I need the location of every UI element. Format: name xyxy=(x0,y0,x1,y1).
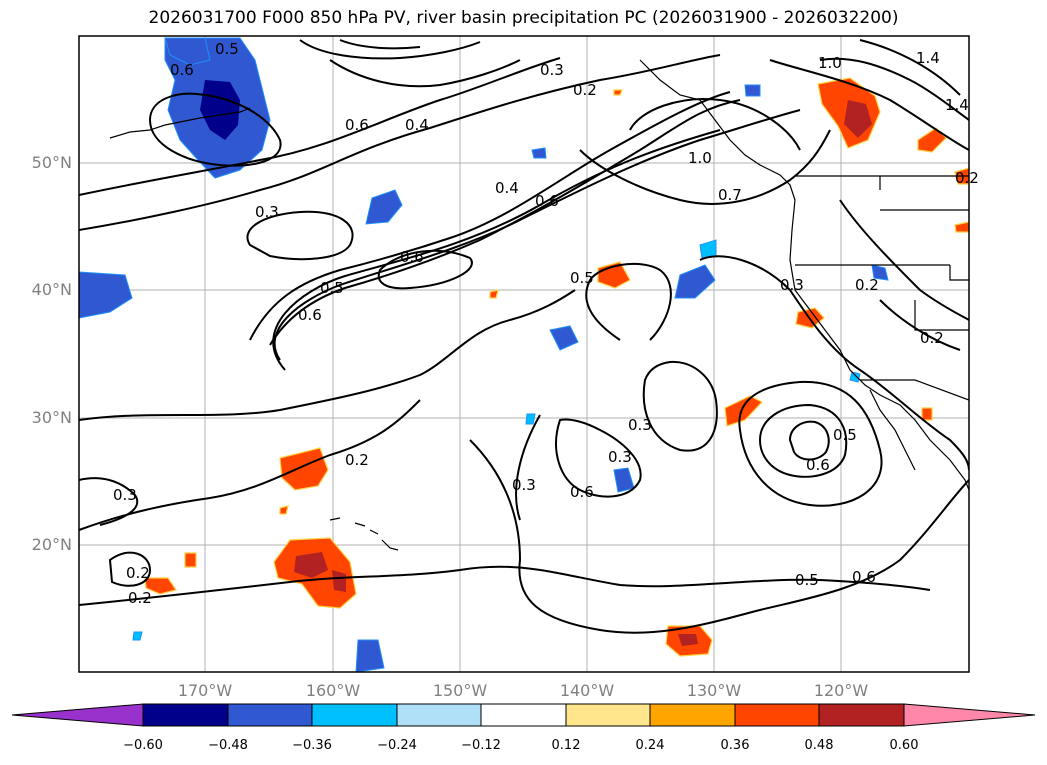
contour-label: 1.4 xyxy=(945,96,969,114)
colorbar-tick-label: −0.48 xyxy=(208,738,248,753)
map-title: 2026031700 F000 850 hPa PV, river basin … xyxy=(148,8,899,28)
state-borders xyxy=(795,264,969,401)
positive-precip-areas xyxy=(144,77,969,657)
colorbar-tick-label: −0.60 xyxy=(123,738,163,753)
longitude-label: 170°W xyxy=(177,681,233,700)
colorbar-tick-label: −0.12 xyxy=(461,738,501,753)
contour-label: 0.3 xyxy=(113,486,137,504)
contour-label: 0.2 xyxy=(920,329,944,347)
longitude-label: 130°W xyxy=(686,681,742,700)
contour-label: 0.5 xyxy=(215,40,239,58)
colorbar-segment xyxy=(396,703,482,727)
contour-label: 0.3 xyxy=(540,61,564,79)
latitude-label: 40°N xyxy=(31,280,72,299)
contour-label: 0.2 xyxy=(573,81,597,99)
contour-label: 0.5 xyxy=(833,426,857,444)
contour-label: 0.6 xyxy=(345,116,369,134)
contour-label: 0.5 xyxy=(320,279,344,297)
longitude-label: 160°W xyxy=(305,681,361,700)
colorbar-segment xyxy=(734,703,820,727)
contour-label: 0.6 xyxy=(806,456,830,474)
contour-label: 0.2 xyxy=(128,589,152,607)
contour-label: 0.4 xyxy=(405,116,429,134)
colorbar-low-extension xyxy=(11,703,144,727)
contour-label: 0.2 xyxy=(855,276,879,294)
contour-label: 0.6 xyxy=(298,306,322,324)
contour-label: 0.2 xyxy=(126,564,150,582)
latitude-label: 50°N xyxy=(31,153,72,172)
colorbar-tick-label: 0.24 xyxy=(635,738,665,753)
colorbar-high-extension xyxy=(903,703,1036,727)
pv-contours xyxy=(79,39,969,634)
colorbar-tick-label: 0.60 xyxy=(889,738,919,753)
hawaiian-islands xyxy=(329,517,399,551)
negative-precip-areas xyxy=(79,37,889,672)
coastlines xyxy=(109,59,969,551)
contour-label: 1.4 xyxy=(916,49,940,67)
contour-label: 0.6 xyxy=(570,483,594,501)
contour-label: 0.6 xyxy=(852,568,876,586)
baja-coast xyxy=(869,389,916,471)
contour-label: 0.3 xyxy=(512,476,536,494)
colorbar-tick-label: 0.12 xyxy=(551,738,581,753)
colorbar-segment xyxy=(142,703,229,727)
colorbar xyxy=(11,703,1036,727)
contour-label: 0.6 xyxy=(535,192,559,210)
hawaii-north-positive-area xyxy=(279,447,329,491)
longitude-label: 120°W xyxy=(813,681,869,700)
contour-label: 0.3 xyxy=(628,416,652,434)
colorbar-segment xyxy=(818,703,905,727)
contour-label: 0.6 xyxy=(400,248,424,266)
contour-label: 0.6 xyxy=(170,61,194,79)
colorbar-segment xyxy=(311,703,398,727)
contour-label: 0.4 xyxy=(495,179,519,197)
contour-label: 0.2 xyxy=(345,451,369,469)
aleutian-islands xyxy=(109,107,251,139)
longitude-label: 150°W xyxy=(432,681,488,700)
latitude-label: 30°N xyxy=(31,408,72,427)
colorbar-segment xyxy=(649,703,736,727)
contour-label: 1.0 xyxy=(688,149,712,167)
colorbar-tick-label: −0.24 xyxy=(377,738,417,753)
longitude-label: 140°W xyxy=(559,681,615,700)
colorbar-segment xyxy=(227,703,313,727)
colorbar-tick-label: 0.36 xyxy=(720,738,750,753)
contour-label: 0.7 xyxy=(718,186,742,204)
contour-labels: 0.5 0.6 0.6 0.4 0.3 0.2 1.0 1.0 1.4 1.4 … xyxy=(113,40,979,607)
aleutian-top-area xyxy=(164,37,211,66)
contour-label: 1.0 xyxy=(818,54,842,72)
contour-label: 0.3 xyxy=(255,203,279,221)
contour-label: 0.5 xyxy=(570,269,594,287)
colorbar-tick-label: −0.36 xyxy=(292,738,332,753)
west-edge-negative-area xyxy=(79,271,133,319)
contour-label: 0.3 xyxy=(780,276,804,294)
map-frame xyxy=(78,35,970,673)
contour-label: 0.5 xyxy=(795,571,819,589)
colorbar-tick-label: 0.48 xyxy=(804,738,834,753)
north-america-coast xyxy=(639,59,969,491)
contour-label: 0.3 xyxy=(608,448,632,466)
latitude-label: 20°N xyxy=(31,535,72,554)
colorbar-segment xyxy=(565,703,651,727)
contour-label: 0.2 xyxy=(955,169,979,187)
colorbar-segment xyxy=(480,703,567,727)
